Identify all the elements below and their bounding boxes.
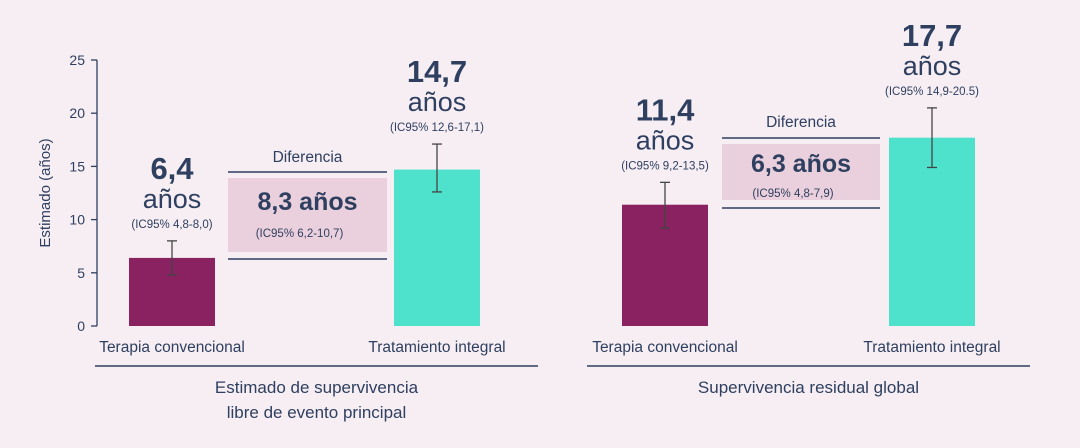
y-tick-label: 10 [69, 212, 85, 228]
error-bar [927, 107, 937, 169]
bar-ci-label: (IC95% 12,6-17,1) [390, 122, 484, 134]
x-tick-label: Tratamiento integral [368, 339, 505, 356]
y-axis: 0 5 10 15 20 25 Estimado (años) [37, 52, 98, 334]
bar-value-label: 6,4 [150, 151, 194, 186]
difference-value: 6,3 años [751, 150, 851, 178]
x-tick-label: Terapia convencional [99, 339, 245, 356]
x-tick-label: Terapia convencional [592, 339, 738, 356]
bar-unit-label: años [143, 184, 202, 214]
difference-box [228, 178, 387, 252]
y-tick-label: 0 [77, 318, 85, 334]
bar-value-label: 11,4 [636, 92, 695, 127]
y-tick-label: 5 [77, 265, 85, 281]
error-bar [432, 143, 442, 193]
bar-ci-label: (IC95% 4,8-8,0) [131, 219, 212, 231]
difference-value: 8,3 años [257, 188, 357, 216]
y-tick-label: 15 [69, 158, 85, 174]
difference-title: Diferencia [273, 149, 343, 166]
y-tick-label: 20 [69, 105, 85, 121]
group-title: libre de evento principal [227, 403, 407, 422]
bar-unit-label: años [903, 51, 962, 81]
y-axis-label: Estimado (años) [37, 138, 54, 247]
bar-ci-label: (IC95% 14,9-20.5) [885, 86, 979, 98]
group-title: Estimado de supervivencia [215, 378, 419, 397]
difference-ci: (IC95% 4,8-7,9) [752, 188, 833, 200]
bar-integral [889, 137, 975, 326]
x-tick-label: Tratamiento integral [863, 339, 1000, 356]
error-bar [660, 181, 670, 229]
bar-value-label: 17,7 [902, 18, 962, 53]
difference-annotation: Diferencia 8,3 años (IC95% 6,2-10,7) [228, 149, 387, 260]
bar-unit-label: años [408, 87, 467, 117]
bar-integral [394, 169, 480, 326]
difference-ci: (IC95% 6,2-10,7) [256, 228, 344, 240]
difference-box [722, 144, 880, 200]
error-bar [167, 240, 177, 276]
bar-ci-label: (IC95% 9,2-13,5) [621, 160, 709, 172]
bar-value-label: 14,7 [407, 54, 467, 89]
group-title: Supervivencia residual global [698, 378, 919, 397]
bar-unit-label: años [636, 125, 695, 155]
difference-title: Diferencia [766, 114, 836, 131]
y-tick-label: 25 [69, 52, 85, 68]
difference-annotation: Diferencia 6,3 años (IC95% 4,8-7,9) [722, 114, 880, 209]
